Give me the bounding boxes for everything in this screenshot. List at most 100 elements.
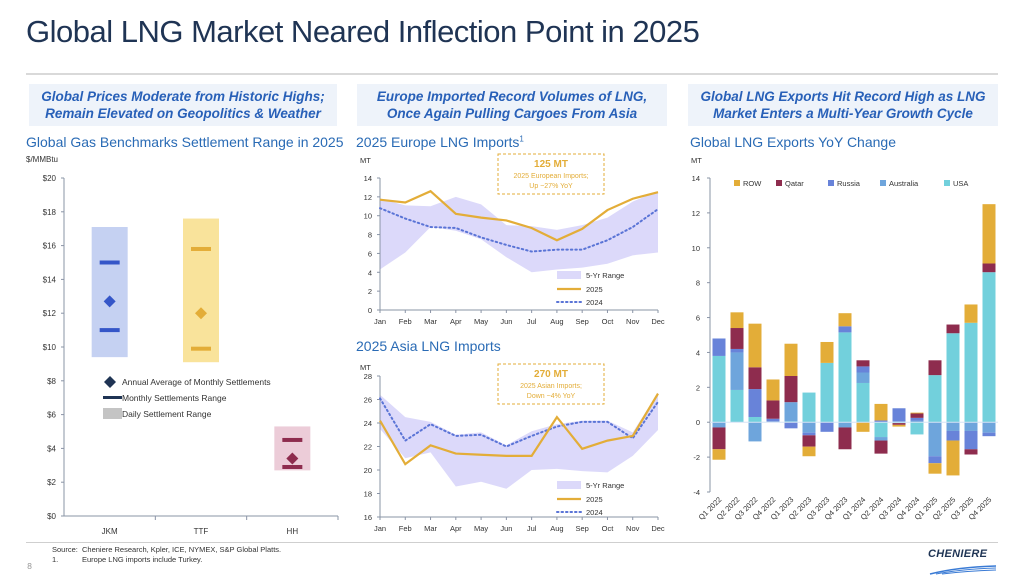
- bar-segment-australia: [730, 352, 744, 390]
- bar-segment-usa: [838, 332, 852, 423]
- bar-segment-australia: [712, 422, 726, 428]
- x-tick-label: Jun: [500, 317, 512, 326]
- bar-segment-row: [748, 323, 762, 368]
- title-divider: [26, 73, 998, 75]
- monthly-range-mark: [282, 437, 303, 442]
- monthly-range-mark: [99, 328, 120, 333]
- y-tick-label: $8: [47, 377, 56, 386]
- series-line-2025: [379, 189, 659, 242]
- y-tick-label: $0: [47, 512, 56, 521]
- bar-segment-usa: [748, 416, 762, 423]
- bar-segment-russia: [856, 366, 870, 373]
- y-tick-label: 12: [364, 193, 372, 202]
- y-tick-label: 6: [696, 314, 700, 323]
- legend-label: ROW: [743, 179, 762, 188]
- y-axis-label: MT: [691, 156, 702, 165]
- y-tick-label: 0: [368, 306, 372, 315]
- chart-title-europe: 2025 Europe LNG Imports1: [356, 134, 524, 150]
- chart-title-benchmarks: Global Gas Benchmarks Settlement Range i…: [26, 134, 344, 150]
- y-tick-label: 26: [364, 396, 372, 405]
- five-year-range-band: [380, 191, 658, 273]
- bar-segment-australia: [856, 372, 870, 383]
- bar-segment-row: [712, 449, 726, 460]
- y-tick-label: $20: [43, 174, 57, 183]
- panel-banner-prices: Global Prices Moderate from Historic Hig…: [29, 84, 337, 126]
- y-tick-label: 0: [696, 418, 700, 427]
- annotation-text: Up ~27% YoY: [529, 183, 573, 190]
- panel-banner-exports: Global LNG Exports Hit Record High as LN…: [688, 84, 998, 126]
- y-tick-label: 20: [364, 466, 372, 475]
- daily-range-bar: [183, 218, 219, 363]
- legend-label: 2024: [586, 298, 603, 307]
- bar-segment-russia: [928, 456, 942, 464]
- monthly-range-mark: [191, 346, 211, 351]
- bar-segment-qatar: [784, 375, 798, 403]
- bar-segment-russia: [964, 430, 978, 450]
- bar-segment-qatar: [874, 440, 888, 454]
- bar-segment-russia: [820, 422, 834, 432]
- bar-segment-row: [946, 440, 960, 476]
- bar-segment-russia: [730, 348, 744, 353]
- page-title: Global LNG Market Neared Inflection Poin…: [26, 14, 700, 49]
- annual-average-marker: [286, 452, 299, 465]
- series-line-2024: [379, 207, 659, 253]
- legend-swatch-icon: [557, 271, 581, 279]
- footnote-marker: 1: [519, 134, 524, 144]
- legend-label: Australia: [889, 179, 919, 188]
- y-tick-label: $18: [43, 208, 57, 217]
- logo-wave-icon: [929, 565, 997, 575]
- bar-segment-usa: [928, 375, 942, 423]
- bar-segment-australia: [874, 437, 888, 441]
- x-tick-label: Apr: [450, 317, 462, 326]
- benchmarks-chart: $/MMBtu $0 $2 $4 $6 $8 $10 $12 $14 $16 $18 $20 JKM TT…: [26, 155, 339, 535]
- x-tick-label: Sep: [576, 317, 589, 326]
- logo-text: CHENIERE: [928, 548, 988, 560]
- source-label: Source:: [52, 545, 78, 554]
- legend-swatch-icon: [944, 180, 950, 186]
- bar-segment-usa: [802, 392, 816, 423]
- series-line-2024: [379, 397, 659, 448]
- y-tick-label: 6: [368, 249, 372, 258]
- asia-imports-chart: MT 16 18 20 22 24 26 28 Jan Feb Mar Apr May Jun Jul Aug…: [360, 363, 665, 533]
- bar-segment-qatar: [730, 328, 744, 349]
- bar-segment-russia: [802, 432, 816, 436]
- footnote-text: Europe LNG imports include Turkey.: [82, 555, 203, 564]
- page-number: 8: [27, 562, 33, 571]
- bar-segment-russia: [748, 389, 762, 417]
- x-tick-label: Mar: [424, 317, 437, 326]
- y-tick-label: 14: [364, 174, 372, 183]
- annotation-text: 2025 European Imports;: [513, 173, 588, 180]
- bar-segment-qatar: [838, 427, 852, 450]
- bar-segment-australia: [946, 422, 960, 431]
- y-tick-label: 10: [364, 212, 372, 221]
- x-tick-label: Oct: [602, 317, 615, 326]
- x-tick-label: TTF: [194, 527, 209, 535]
- annotation-box: [497, 363, 605, 405]
- bar-segment-row: [838, 313, 852, 327]
- x-tick-label: HH: [287, 527, 299, 535]
- x-tick-label: Dec: [651, 317, 665, 326]
- annotation-headline: 125 MT: [534, 159, 568, 170]
- bar-segment-russia: [874, 420, 888, 423]
- y-tick-label: 8: [368, 231, 372, 240]
- banner-line: Market Enters a Multi-Year Growth Cycle: [713, 106, 973, 121]
- monthly-range-mark: [99, 260, 120, 265]
- legend-swatch-icon: [880, 180, 886, 186]
- y-tick-label: 24: [364, 419, 372, 428]
- banner-line: Global LNG Exports Hit Record High as LN…: [700, 89, 986, 104]
- series-line-2025: [379, 393, 659, 466]
- bar-segment-row: [730, 312, 744, 329]
- source-text: Cheniere Research, Kpler, ICE, NYMEX, S&…: [82, 545, 282, 554]
- legend-label: Daily Settlement Range: [122, 409, 212, 419]
- bar-segment-australia: [802, 422, 816, 433]
- bar-segment-australia: [928, 422, 942, 457]
- europe-imports-chart: MT 0 2 4 6 8 10 12 14 Jan Feb Mar Apr May Jun Jul Aug Sep…: [360, 153, 665, 326]
- y-tick-label: $6: [47, 411, 56, 420]
- y-tick-label: $10: [43, 343, 57, 352]
- bar-segment-qatar: [892, 423, 906, 425]
- bar-segment-australia: [964, 422, 978, 431]
- footnote-label: 1.: [52, 555, 59, 564]
- y-tick-label: 2: [368, 287, 372, 296]
- monthly-range-mark: [191, 246, 211, 251]
